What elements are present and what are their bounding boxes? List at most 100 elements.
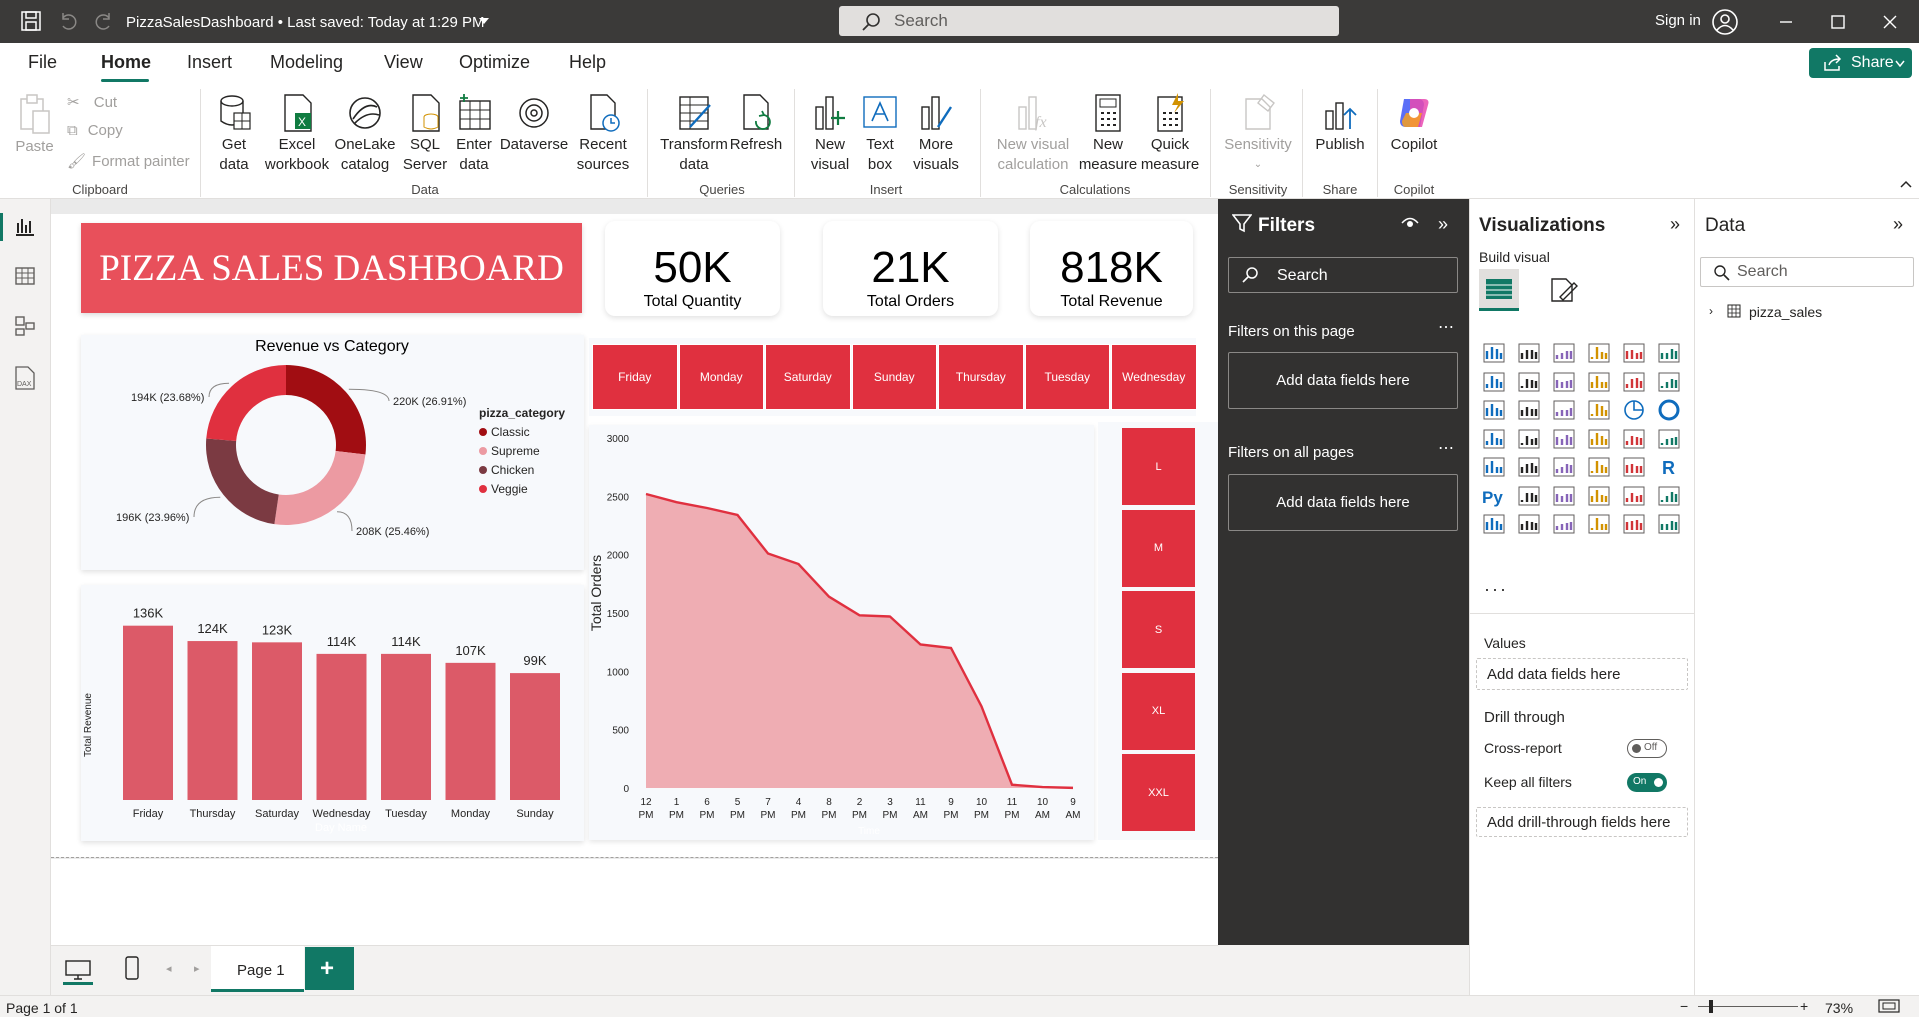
more-options-icon[interactable]: ⋯: [1438, 319, 1454, 336]
legend-item-supreme[interactable]: Supreme: [491, 444, 540, 458]
sql-server-button[interactable]: SQL Server: [400, 93, 450, 175]
menu-home[interactable]: Home: [101, 52, 152, 72]
day-slicer-friday[interactable]: Friday: [592, 344, 678, 410]
funnel-visual-icon[interactable]: [1552, 398, 1578, 424]
100-bar-visual-icon[interactable]: [1622, 341, 1648, 367]
bar-wednesday[interactable]: [316, 653, 367, 800]
waterfall-visual-icon[interactable]: [1517, 398, 1543, 424]
collapse-ribbon-icon[interactable]: [1900, 180, 1912, 188]
size-slicer-s[interactable]: S: [1122, 591, 1195, 668]
chevron-left-icon[interactable]: ◂: [166, 963, 172, 975]
diamond-visual-icon[interactable]: [1622, 512, 1648, 538]
slicer-visual-icon[interactable]: [1552, 455, 1578, 481]
multirow-card-visual-icon[interactable]: [1482, 455, 1508, 481]
new-visual-calculation-button[interactable]: fx New visual calculation: [988, 93, 1078, 175]
legend-item-veggie[interactable]: Veggie: [491, 482, 528, 496]
donut-slice-veggie[interactable]: [206, 365, 286, 441]
onelake-catalog-button[interactable]: OneLake catalog: [334, 93, 396, 175]
filters-all-pages-drop-well[interactable]: Add data fields here: [1228, 474, 1458, 531]
size-slicer-l[interactable]: L: [1122, 428, 1195, 505]
text-box-button[interactable]: Text box: [856, 93, 904, 175]
format-painter-button[interactable]: 🖌 Format painter: [67, 152, 190, 170]
card-visual-icon[interactable]: [1657, 427, 1683, 453]
redo-icon[interactable]: [93, 10, 115, 32]
build-visual-tab[interactable]: [1479, 269, 1519, 311]
cross-report-toggle[interactable]: Off: [1627, 739, 1667, 758]
kpi-card-total-orders[interactable]: 21K Total Orders: [823, 221, 998, 316]
filters-search-input[interactable]: Search: [1228, 257, 1458, 293]
data-search-input[interactable]: Search: [1700, 257, 1914, 287]
desktop-layout-icon[interactable]: [65, 960, 91, 980]
cut-button[interactable]: ✂ Cut: [67, 93, 117, 111]
zoom-slider-track[interactable]: [1698, 1006, 1798, 1007]
copy-button[interactable]: ⧉ Copy: [67, 122, 123, 139]
table-pizza-sales[interactable]: › pizza_sales: [1709, 302, 1909, 322]
dataverse-button[interactable]: Dataverse: [498, 93, 570, 155]
enter-data-button[interactable]: Enter data: [450, 93, 498, 175]
more-visuals-ellipsis-icon[interactable]: ···: [1484, 579, 1508, 599]
zoom-level[interactable]: 73%: [1825, 1000, 1854, 1016]
report-view-icon[interactable]: [14, 215, 36, 237]
donut-slice-chicken[interactable]: [206, 438, 279, 525]
kpi-card-total-revenue[interactable]: 818K Total Revenue: [1030, 221, 1193, 316]
page-tab-page-1[interactable]: Page 1: [211, 946, 304, 992]
add-page-button[interactable]: +: [305, 947, 354, 990]
bar-saturday[interactable]: [252, 642, 302, 800]
stacked-area-visual-icon[interactable]: [1552, 370, 1578, 396]
legend-item-classic[interactable]: Classic: [491, 425, 530, 439]
power-automate-visual-icon[interactable]: [1552, 512, 1578, 538]
dax-query-view-icon[interactable]: DAX: [12, 365, 38, 391]
clustered-column-visual-icon[interactable]: [1587, 341, 1613, 367]
save-icon[interactable]: [20, 10, 42, 32]
mobile-layout-icon[interactable]: [125, 956, 139, 980]
new-visual-button[interactable]: New visual: [806, 93, 854, 175]
document-title[interactable]: PizzaSalesDashboard • Last saved: Today …: [126, 14, 485, 31]
day-slicer-sunday[interactable]: Sunday: [851, 344, 937, 410]
day-slicer-wednesday[interactable]: Wednesday: [1111, 344, 1197, 410]
legend-item-chicken[interactable]: Chicken: [491, 463, 534, 477]
stacked-column-visual-icon[interactable]: [1517, 341, 1543, 367]
pie-visual-icon[interactable]: [1622, 398, 1648, 424]
publish-button[interactable]: Publish: [1310, 93, 1370, 155]
key-influencers-visual-icon[interactable]: [1517, 484, 1543, 510]
minimize-icon[interactable]: [1779, 15, 1793, 29]
collapse-data-icon[interactable]: »: [1893, 214, 1904, 234]
quick-measure-button[interactable]: Quick measure: [1140, 93, 1200, 175]
close-icon[interactable]: [1883, 15, 1897, 29]
account-icon[interactable]: [1712, 9, 1738, 35]
size-slicer-xxl[interactable]: XXL: [1122, 754, 1195, 831]
paste-button[interactable]: Paste: [12, 93, 57, 157]
clustered-bar-visual-icon[interactable]: [1552, 341, 1578, 367]
filled-map-visual-icon[interactable]: [1552, 427, 1578, 453]
undo-icon[interactable]: [57, 10, 79, 32]
zoom-in-icon[interactable]: +: [1800, 998, 1809, 1014]
size-slicer-xl[interactable]: XL: [1122, 672, 1195, 750]
line-clustered-visual-icon[interactable]: [1482, 398, 1508, 424]
global-search-input[interactable]: Search: [839, 6, 1339, 36]
scatter-visual-icon[interactable]: [1587, 398, 1613, 424]
menu-file[interactable]: File: [28, 52, 58, 72]
donut-visual-icon[interactable]: [1657, 398, 1683, 424]
kpi-visual-icon[interactable]: [1517, 455, 1543, 481]
decomposition-tree-visual-icon[interactable]: [1552, 484, 1578, 510]
paginated-visual-icon[interactable]: [1657, 484, 1683, 510]
day-slicer-thursday[interactable]: Thursday: [938, 344, 1024, 410]
power-apps-visual-icon[interactable]: [1517, 512, 1543, 538]
table-visual-icon[interactable]: [1587, 455, 1613, 481]
new-measure-button[interactable]: New measure: [1078, 93, 1138, 175]
chevron-right-icon[interactable]: ▸: [194, 963, 200, 975]
values-drop-well[interactable]: Add data fields here: [1476, 658, 1688, 690]
qa-visual-icon[interactable]: [1587, 484, 1613, 510]
maximize-icon[interactable]: [1831, 15, 1845, 29]
area-visual-icon[interactable]: [1517, 370, 1543, 396]
donut-chart-visual[interactable]: Revenue vs Category 220K (26.91%) 208K (2…: [81, 335, 584, 570]
eye-icon[interactable]: [1401, 216, 1419, 230]
map-visual-icon[interactable]: [1517, 427, 1543, 453]
menu-view[interactable]: View: [384, 52, 423, 72]
line-visual-icon[interactable]: [1482, 370, 1508, 396]
bar-chart-visual[interactable]: Total Revenue 136K 124K 123K 114K 114K 107K 99…: [81, 585, 584, 841]
drill-through-drop-well[interactable]: Add drill-through fields here: [1476, 807, 1688, 837]
ribbon-visual-icon[interactable]: [1587, 370, 1613, 396]
python-visual-icon[interactable]: Py: [1482, 484, 1508, 510]
collapse-visualizations-icon[interactable]: »: [1670, 214, 1681, 234]
